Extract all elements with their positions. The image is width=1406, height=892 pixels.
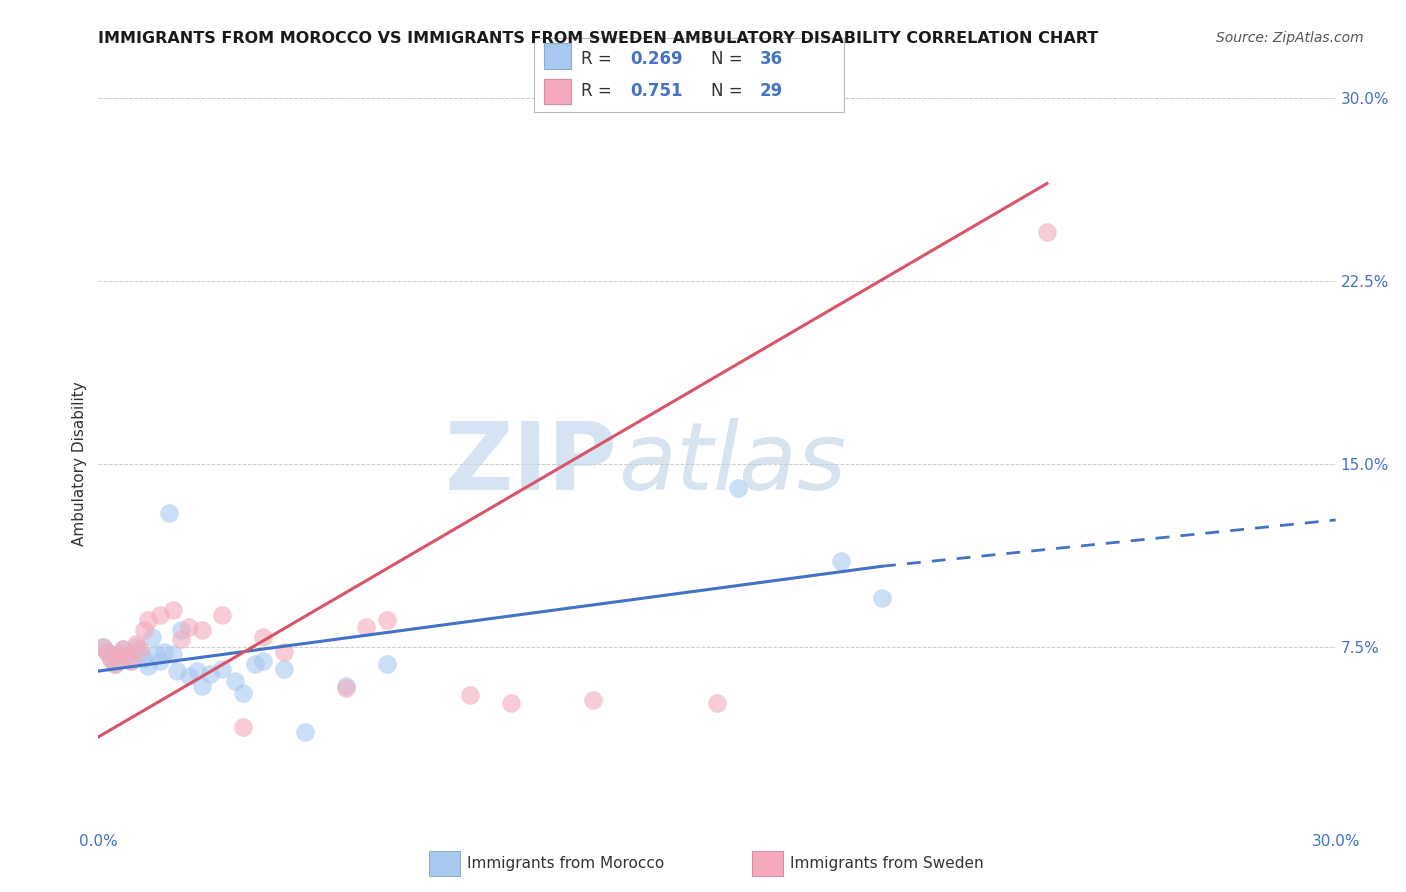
Text: IMMIGRANTS FROM MOROCCO VS IMMIGRANTS FROM SWEDEN AMBULATORY DISABILITY CORRELAT: IMMIGRANTS FROM MOROCCO VS IMMIGRANTS FR… xyxy=(98,31,1098,46)
Point xyxy=(375,613,398,627)
Point xyxy=(108,647,131,661)
Point xyxy=(211,662,233,676)
FancyBboxPatch shape xyxy=(544,44,571,69)
Point xyxy=(1036,225,1059,239)
Point xyxy=(120,654,142,668)
Text: Immigrants from Sweden: Immigrants from Sweden xyxy=(790,856,984,871)
Point xyxy=(198,666,221,681)
Point xyxy=(149,654,172,668)
Point xyxy=(252,654,274,668)
Point xyxy=(96,644,118,658)
Point xyxy=(830,554,852,568)
Point xyxy=(499,696,522,710)
Point xyxy=(124,637,146,651)
Text: Immigrants from Morocco: Immigrants from Morocco xyxy=(467,856,664,871)
Point xyxy=(335,681,357,695)
Point xyxy=(335,679,357,693)
Text: 0.751: 0.751 xyxy=(630,82,683,100)
Text: 0.269: 0.269 xyxy=(630,50,683,68)
Point xyxy=(186,664,208,678)
Point xyxy=(132,623,155,637)
Point xyxy=(128,642,150,657)
Point xyxy=(141,630,163,644)
Point xyxy=(870,591,893,605)
Point xyxy=(157,506,180,520)
Text: ZIP: ZIP xyxy=(446,417,619,510)
Text: R =: R = xyxy=(581,82,617,100)
Point xyxy=(458,689,481,703)
Text: 36: 36 xyxy=(761,50,783,68)
Point xyxy=(91,640,114,654)
Point xyxy=(273,662,295,676)
Y-axis label: Ambulatory Disability: Ambulatory Disability xyxy=(72,382,87,546)
Point xyxy=(190,623,212,637)
Point xyxy=(727,481,749,495)
Point xyxy=(179,620,201,634)
Text: N =: N = xyxy=(710,50,748,68)
Point xyxy=(375,657,398,671)
Point xyxy=(104,657,127,671)
Point xyxy=(145,647,167,661)
Point xyxy=(136,659,159,673)
Point xyxy=(232,720,254,734)
Point xyxy=(706,696,728,710)
Point xyxy=(211,607,233,622)
Point xyxy=(179,669,201,683)
Text: atlas: atlas xyxy=(619,418,846,509)
Text: R =: R = xyxy=(581,50,617,68)
Point xyxy=(252,630,274,644)
Point xyxy=(100,652,122,666)
Point xyxy=(166,664,188,678)
Point xyxy=(128,644,150,658)
Point xyxy=(294,725,316,739)
Point xyxy=(120,654,142,668)
Point xyxy=(104,657,127,671)
Point xyxy=(136,613,159,627)
Point xyxy=(124,640,146,654)
Text: N =: N = xyxy=(710,82,748,100)
Point xyxy=(243,657,266,671)
Point xyxy=(273,644,295,658)
Point xyxy=(170,623,193,637)
Point xyxy=(96,644,118,658)
Point xyxy=(117,649,139,664)
Point xyxy=(112,642,135,657)
Point xyxy=(153,644,176,658)
Point xyxy=(91,640,114,654)
Point xyxy=(112,642,135,657)
Point xyxy=(582,693,605,707)
Point xyxy=(117,649,139,664)
Point xyxy=(190,679,212,693)
Point xyxy=(132,652,155,666)
Point xyxy=(162,603,184,617)
Point xyxy=(100,652,122,666)
Point xyxy=(170,632,193,647)
Text: Source: ZipAtlas.com: Source: ZipAtlas.com xyxy=(1216,31,1364,45)
Point xyxy=(162,647,184,661)
Point xyxy=(149,607,172,622)
Point xyxy=(108,647,131,661)
FancyBboxPatch shape xyxy=(544,78,571,104)
Point xyxy=(232,686,254,700)
Point xyxy=(224,673,246,688)
Text: 29: 29 xyxy=(761,82,783,100)
Point xyxy=(356,620,378,634)
